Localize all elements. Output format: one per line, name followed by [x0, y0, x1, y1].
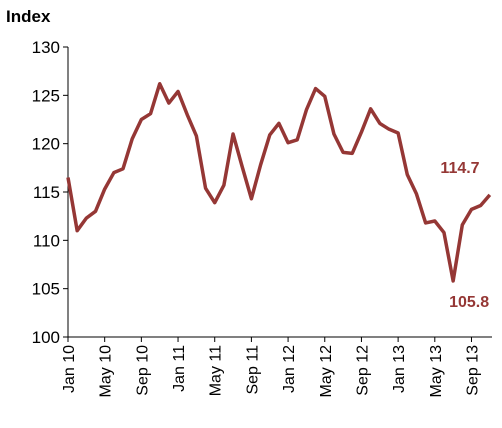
x-tick-label: May 12 [318, 345, 335, 398]
y-axis-label: Index [6, 7, 51, 26]
data-label: 114.7 [440, 160, 479, 177]
x-tick-label: Jan 10 [61, 345, 78, 393]
line [66, 81, 492, 283]
y-tick-label: 115 [33, 183, 60, 202]
x-tick-label: Jan 12 [281, 345, 298, 393]
x-tick-label: Sep 10 [134, 345, 151, 396]
y-tick-label: 105 [32, 280, 60, 299]
y-tick-label: 100 [32, 328, 60, 347]
y-tick-label: 120 [32, 135, 60, 154]
x-tick-label: Sep 13 [464, 345, 481, 396]
x-tick-label: Sep 11 [244, 345, 261, 395]
y-tick-label: 130 [32, 38, 60, 57]
x-tick-label: May 11 [208, 345, 225, 396]
x-tick-label: May 10 [98, 345, 115, 398]
data-label: 105.8 [449, 294, 489, 311]
x-tick-label: Jan 11 [171, 345, 188, 392]
x-tick-label: Sep 12 [354, 345, 371, 396]
y-tick-label: 125 [32, 86, 60, 105]
y-tick-label: 110 [33, 231, 60, 250]
x-tick-label: May 13 [428, 345, 445, 398]
x-tick-label: Jan 13 [391, 345, 408, 393]
